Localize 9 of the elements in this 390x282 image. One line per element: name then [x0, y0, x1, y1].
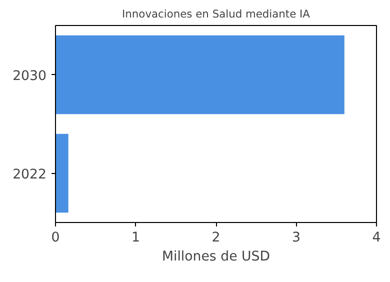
x-tick-label: 1 [132, 230, 140, 246]
chart-title: Innovaciones en Salud mediante IA [122, 8, 311, 20]
y-tick-label: 2022 [12, 167, 47, 182]
y-tick-label: 2030 [12, 68, 47, 84]
x-axis-title: Millones de USD [162, 250, 270, 264]
x-tick-label: 3 [292, 230, 300, 246]
x-tick-label: 4 [372, 230, 381, 246]
x-tick-label: 2 [212, 230, 220, 246]
x-tick-label: 0 [51, 230, 60, 246]
